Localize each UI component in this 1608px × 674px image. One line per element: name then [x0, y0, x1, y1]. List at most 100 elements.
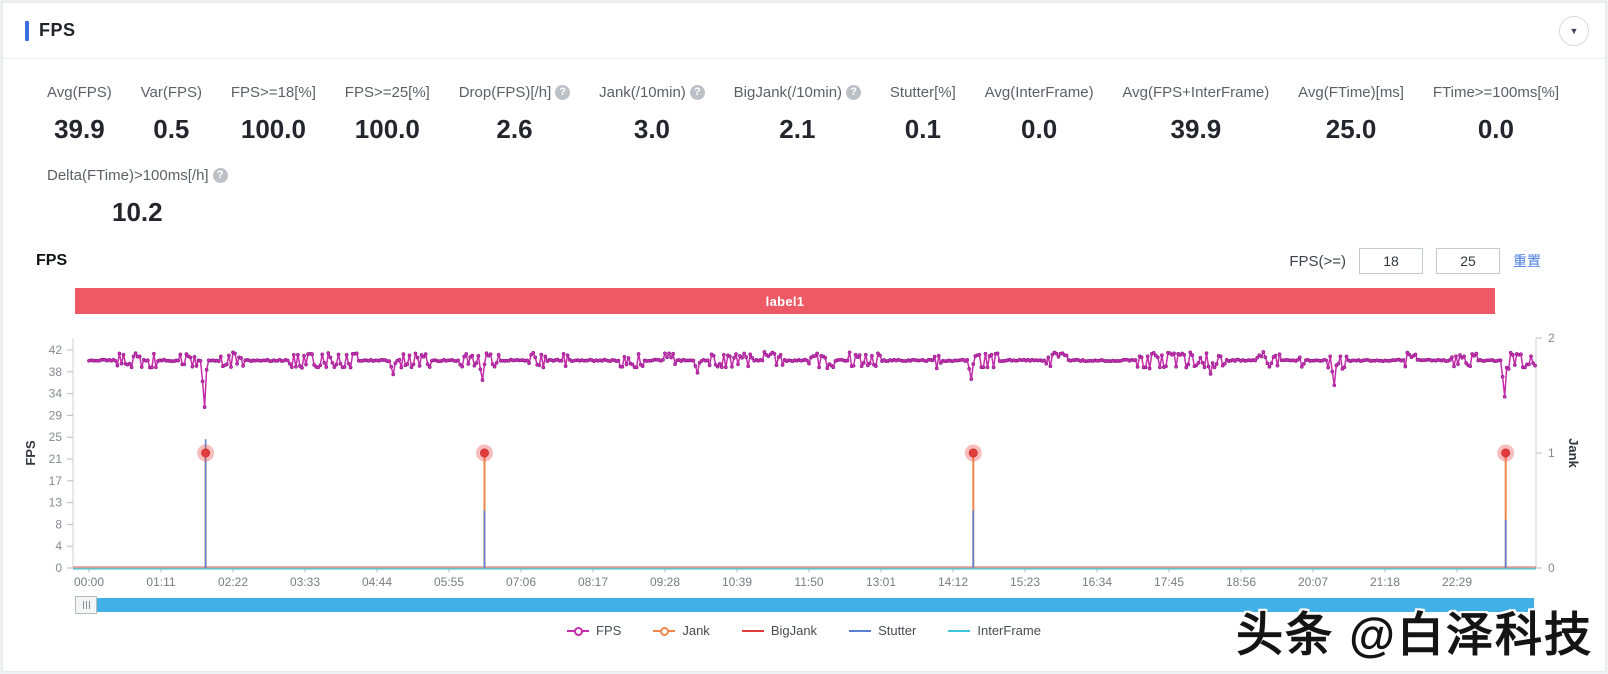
legend-dot-icon [660, 626, 670, 636]
label-banner: label1 [75, 288, 1495, 314]
legend-line-icon [948, 629, 971, 632]
svg-text:16:34: 16:34 [1082, 575, 1112, 589]
svg-text:1: 1 [1548, 446, 1555, 460]
svg-text:Jank: Jank [1566, 438, 1581, 468]
metric-label: Avg(FTime)[ms] [1298, 84, 1404, 101]
svg-text:02:22: 02:22 [218, 575, 248, 589]
legend-label: FPS [596, 623, 622, 638]
metric-value: 0.0 [1021, 114, 1058, 144]
svg-text:00:00: 00:00 [74, 575, 104, 589]
legend-label: Stutter [878, 623, 917, 638]
metric-value: 2.1 [779, 114, 816, 144]
series-jank [204, 453, 1507, 568]
scrollbar-left-handle[interactable] [75, 596, 97, 614]
fps-threshold-controls: FPS(>=) 重置 [1289, 248, 1541, 274]
metric-fps-ge-25: FPS>=25[%] 100.0 [345, 84, 430, 145]
panel-title: FPS [39, 20, 76, 40]
svg-text:09:28: 09:28 [650, 575, 680, 589]
metric-label: Var(FPS) [140, 84, 203, 101]
svg-text:8: 8 [55, 517, 62, 531]
legend-line-icon [741, 629, 764, 632]
fps-threshold-input-high[interactable] [1436, 248, 1500, 274]
series-stutter [204, 439, 1507, 568]
fps-threshold-label: FPS(>=) [1289, 252, 1346, 270]
metric-label: Avg(FPS) [47, 84, 112, 101]
metric-drop-fps: Drop(FPS)[/h]? 2.6 [459, 84, 571, 145]
svg-text:17:45: 17:45 [1154, 575, 1184, 589]
chart-header: FPS FPS(>=) 重置 [3, 228, 1605, 274]
chart-section-title: FPS [36, 252, 68, 269]
svg-text:15:23: 15:23 [1010, 575, 1040, 589]
fps-chart: 0 4 8 13 17 21 25 29 34 38 42 0 1 2 00:00 01:11 02:22 03:… [3, 326, 1605, 592]
metric-bigjank: BigJank(/10min)? 2.1 [733, 84, 862, 145]
legend-item-stutter[interactable]: Stutter [849, 623, 916, 638]
banner-label: label1 [765, 293, 805, 309]
svg-text:03:33: 03:33 [290, 575, 320, 589]
svg-text:34: 34 [49, 387, 63, 401]
metric-label: Jank(/10min) [599, 84, 686, 101]
svg-text:17: 17 [49, 474, 63, 488]
metric-label: Stutter[%] [889, 84, 956, 101]
metric-value: 100.0 [240, 114, 306, 144]
svg-text:0: 0 [1548, 561, 1555, 575]
title-accent-bar [25, 20, 29, 41]
metric-label: BigJank(/10min) [733, 84, 843, 101]
grip-icon [88, 601, 90, 609]
legend-label: InterFrame [977, 623, 1041, 638]
svg-text:21: 21 [49, 452, 63, 466]
metric-label: FTime>=100ms[%] [1432, 84, 1559, 101]
svg-text:22:29: 22:29 [1442, 575, 1472, 589]
metric-jank: Jank(/10min)? 3.0 [599, 84, 705, 145]
metric-avg-fps: Avg(FPS) 39.9 [47, 84, 112, 145]
svg-text:29: 29 [49, 408, 63, 422]
metric-delta-ftime: Delta(FTime)>100ms[/h]? 10.2 [47, 167, 228, 228]
collapse-button[interactable]: ▼ [1559, 15, 1589, 46]
svg-text:38: 38 [49, 365, 63, 379]
fps-chart-svg: 0 4 8 13 17 21 25 29 34 38 42 0 1 2 00:00 01:11 02:22 03:… [23, 331, 1581, 589]
legend-item-fps[interactable]: FPS [567, 623, 621, 638]
metric-label: FPS>=25[%] [344, 84, 430, 101]
legend-item-bigjank[interactable]: BigJank [741, 623, 818, 638]
legend-line-icon [567, 626, 590, 636]
metric-label: Drop(FPS)[/h] [458, 84, 552, 101]
metric-avg-interframe: Avg(InterFrame) 0.0 [985, 84, 1094, 145]
svg-text:07:06: 07:06 [506, 575, 536, 589]
fps-threshold-input-low[interactable] [1359, 248, 1423, 274]
svg-text:10:39: 10:39 [722, 575, 752, 589]
metric-value: 0.0 [1477, 114, 1514, 144]
legend-line-icon [653, 626, 676, 636]
metric-label: Delta(FTime)>100ms[/h] [47, 167, 209, 184]
svg-text:2: 2 [1548, 331, 1555, 345]
svg-text:25: 25 [49, 430, 63, 444]
legend-line-icon [849, 629, 872, 632]
help-icon[interactable]: ? [212, 168, 228, 183]
help-icon[interactable]: ? [555, 85, 571, 100]
metric-value: 0.5 [153, 114, 190, 144]
help-icon[interactable]: ? [846, 85, 862, 100]
series-fps [87, 350, 1537, 409]
svg-text:01:11: 01:11 [146, 575, 175, 589]
series-bigjank [197, 444, 1515, 462]
svg-text:42: 42 [49, 343, 63, 357]
metric-value: 3.0 [633, 114, 671, 144]
metric-fps-ge-18: FPS>=18[%] 100.0 [231, 84, 316, 145]
scrollbar-track[interactable] [97, 598, 1534, 612]
metric-value: 100.0 [354, 114, 420, 144]
metric-value: 2.6 [496, 114, 533, 144]
legend-label: BigJank [770, 623, 818, 638]
help-icon[interactable]: ? [689, 85, 705, 100]
svg-text:0: 0 [55, 561, 62, 575]
reset-link[interactable]: 重置 [1513, 253, 1541, 269]
metric-stutter: Stutter[%] 0.1 [890, 84, 956, 145]
metrics-row: Avg(FPS) 39.9 Var(FPS) 0.5 FPS>=18[%] 100.0 FP… [3, 59, 1605, 145]
chart-legend: FPS Jank BigJank Stutter InterFrame [3, 623, 1605, 638]
svg-text:FPS: FPS [23, 440, 38, 466]
metric-label: FPS>=18[%] [230, 84, 316, 101]
legend-item-jank[interactable]: Jank [653, 623, 710, 638]
svg-text:11:50: 11:50 [794, 575, 823, 589]
metric-value: 25.0 [1325, 114, 1377, 144]
svg-text:4: 4 [55, 539, 62, 553]
grip-icon [82, 601, 84, 609]
legend-item-interframe[interactable]: InterFrame [948, 623, 1041, 638]
